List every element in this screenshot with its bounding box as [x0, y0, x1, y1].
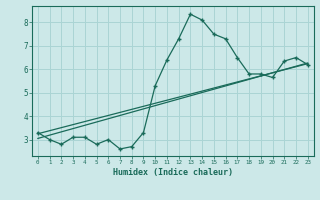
X-axis label: Humidex (Indice chaleur): Humidex (Indice chaleur)	[113, 168, 233, 177]
